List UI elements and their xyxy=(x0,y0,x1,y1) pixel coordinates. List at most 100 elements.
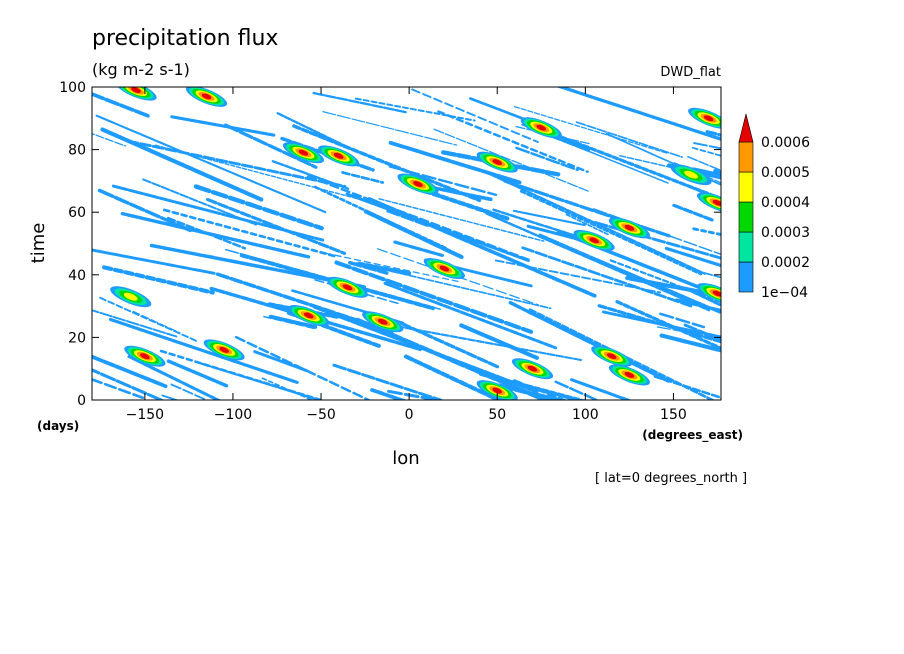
drizzle-streak xyxy=(659,333,721,353)
colorbar-label: 0.0006 xyxy=(761,135,810,151)
drizzle-streak xyxy=(313,185,448,250)
core-contour xyxy=(712,290,721,297)
chart-title: precipitation flux xyxy=(92,26,278,51)
drizzle-streak xyxy=(234,335,372,400)
drizzle-streak xyxy=(692,227,721,237)
precipitation-core xyxy=(608,217,650,239)
drizzle-streak xyxy=(551,132,721,201)
colorbar-label: 0.0005 xyxy=(761,165,810,181)
core-contour xyxy=(624,372,635,378)
core-contour xyxy=(413,181,423,187)
drizzle-streak xyxy=(92,368,165,400)
plot-background xyxy=(92,87,721,400)
colorbar-box xyxy=(738,261,754,293)
drizzle-streak xyxy=(383,281,558,350)
drizzle-streak xyxy=(683,286,721,307)
x-tick-label: 50 xyxy=(488,407,506,423)
core-contour xyxy=(624,224,635,231)
drizzle-streak xyxy=(223,123,318,169)
core-contour xyxy=(703,115,714,122)
precipitation-core xyxy=(520,117,562,139)
core-contour xyxy=(536,124,547,131)
colorbar-label: 0.0003 xyxy=(761,225,810,241)
precipitation-core xyxy=(573,229,615,251)
drizzle-streak xyxy=(378,198,545,242)
precipitation-core xyxy=(476,151,518,173)
precipitation-core xyxy=(203,339,245,361)
drizzle-streak xyxy=(322,111,458,146)
plot-frame xyxy=(91,86,722,401)
drizzle-streak xyxy=(161,394,180,400)
colorbar-box xyxy=(738,171,754,203)
core-contour xyxy=(140,353,150,360)
y-axis-ticks: 0 20 40 60 80 100 xyxy=(59,80,721,409)
x-tick-label: 150 xyxy=(660,407,687,423)
x-tick-label: 0 xyxy=(405,407,414,423)
precipitation-core xyxy=(288,304,330,326)
drizzle-streak xyxy=(411,88,539,143)
drizzle-streak xyxy=(433,128,589,192)
drizzle-streak xyxy=(403,354,504,400)
precipitation-core xyxy=(326,276,369,298)
drizzle-streak xyxy=(691,167,721,177)
drizzle-streak xyxy=(508,300,670,383)
drizzle-streak xyxy=(388,140,522,185)
drizzle-streak xyxy=(569,378,633,400)
y-tick-label: 40 xyxy=(68,268,86,284)
drizzle-streak xyxy=(595,258,721,314)
drizzle-streak xyxy=(512,209,586,227)
core-contour xyxy=(201,93,212,100)
core-contour xyxy=(606,353,617,360)
drizzle-streak xyxy=(664,246,721,268)
colorbar-extend-triangle xyxy=(738,113,754,143)
drizzle-streak xyxy=(386,389,445,400)
drizzle-streak xyxy=(656,326,721,340)
drizzle-streak xyxy=(92,248,217,275)
precipitation-core xyxy=(688,107,721,129)
drizzle-streak xyxy=(555,87,721,141)
drizzle-streak xyxy=(332,363,443,400)
drizzle-streak xyxy=(513,105,670,155)
x-tick-label: −50 xyxy=(306,407,336,423)
drizzle-streak xyxy=(92,92,153,119)
y-tick-label: 0 xyxy=(77,393,86,409)
precipitation-core xyxy=(608,364,650,386)
drizzle-streak xyxy=(132,310,181,334)
drizzle-streak xyxy=(575,121,683,158)
drizzle-streak xyxy=(95,114,327,214)
drizzle-streak xyxy=(166,359,230,388)
chart-units: (kg m-2 s-1) xyxy=(92,60,190,79)
drizzle-streak xyxy=(292,124,482,203)
y-units-label: (days) xyxy=(37,419,79,433)
drizzle-streak xyxy=(400,321,501,370)
drizzle-streak xyxy=(693,142,721,150)
drizzle-streak xyxy=(528,392,549,400)
footnote: [ lat=0 degrees_north ] xyxy=(595,471,747,486)
x-tick-label: −150 xyxy=(126,407,164,423)
core-contour xyxy=(527,365,538,372)
drizzle-streak xyxy=(437,110,589,174)
drizzle-streak xyxy=(528,312,592,341)
colorbar-box xyxy=(738,141,754,173)
drizzle-streak xyxy=(521,246,693,308)
x-tick-label: −100 xyxy=(214,407,252,423)
drizzle-streak xyxy=(170,383,209,400)
drizzle-streak xyxy=(97,188,193,233)
drizzle-streak xyxy=(554,380,598,400)
colorbar: 1e−04 0.0002 0.0003 0.0004 0.0005 0.0006 xyxy=(738,113,810,301)
precipitation-core xyxy=(124,345,166,367)
drizzle-streak xyxy=(276,112,356,152)
drizzle-streak xyxy=(162,208,339,259)
drizzle-streak xyxy=(108,317,299,384)
colorbar-label: 1e−04 xyxy=(761,285,808,301)
precipitation-core xyxy=(362,311,404,333)
x-axis-label: lon xyxy=(392,448,419,469)
y-tick-label: 80 xyxy=(68,143,86,159)
core-contour xyxy=(589,237,599,244)
core-contour xyxy=(303,312,314,319)
drizzle-streak xyxy=(478,371,587,400)
colorbar-label: 0.0002 xyxy=(761,255,810,271)
drizzle-streak xyxy=(100,127,264,202)
drizzle-streak xyxy=(312,91,409,114)
